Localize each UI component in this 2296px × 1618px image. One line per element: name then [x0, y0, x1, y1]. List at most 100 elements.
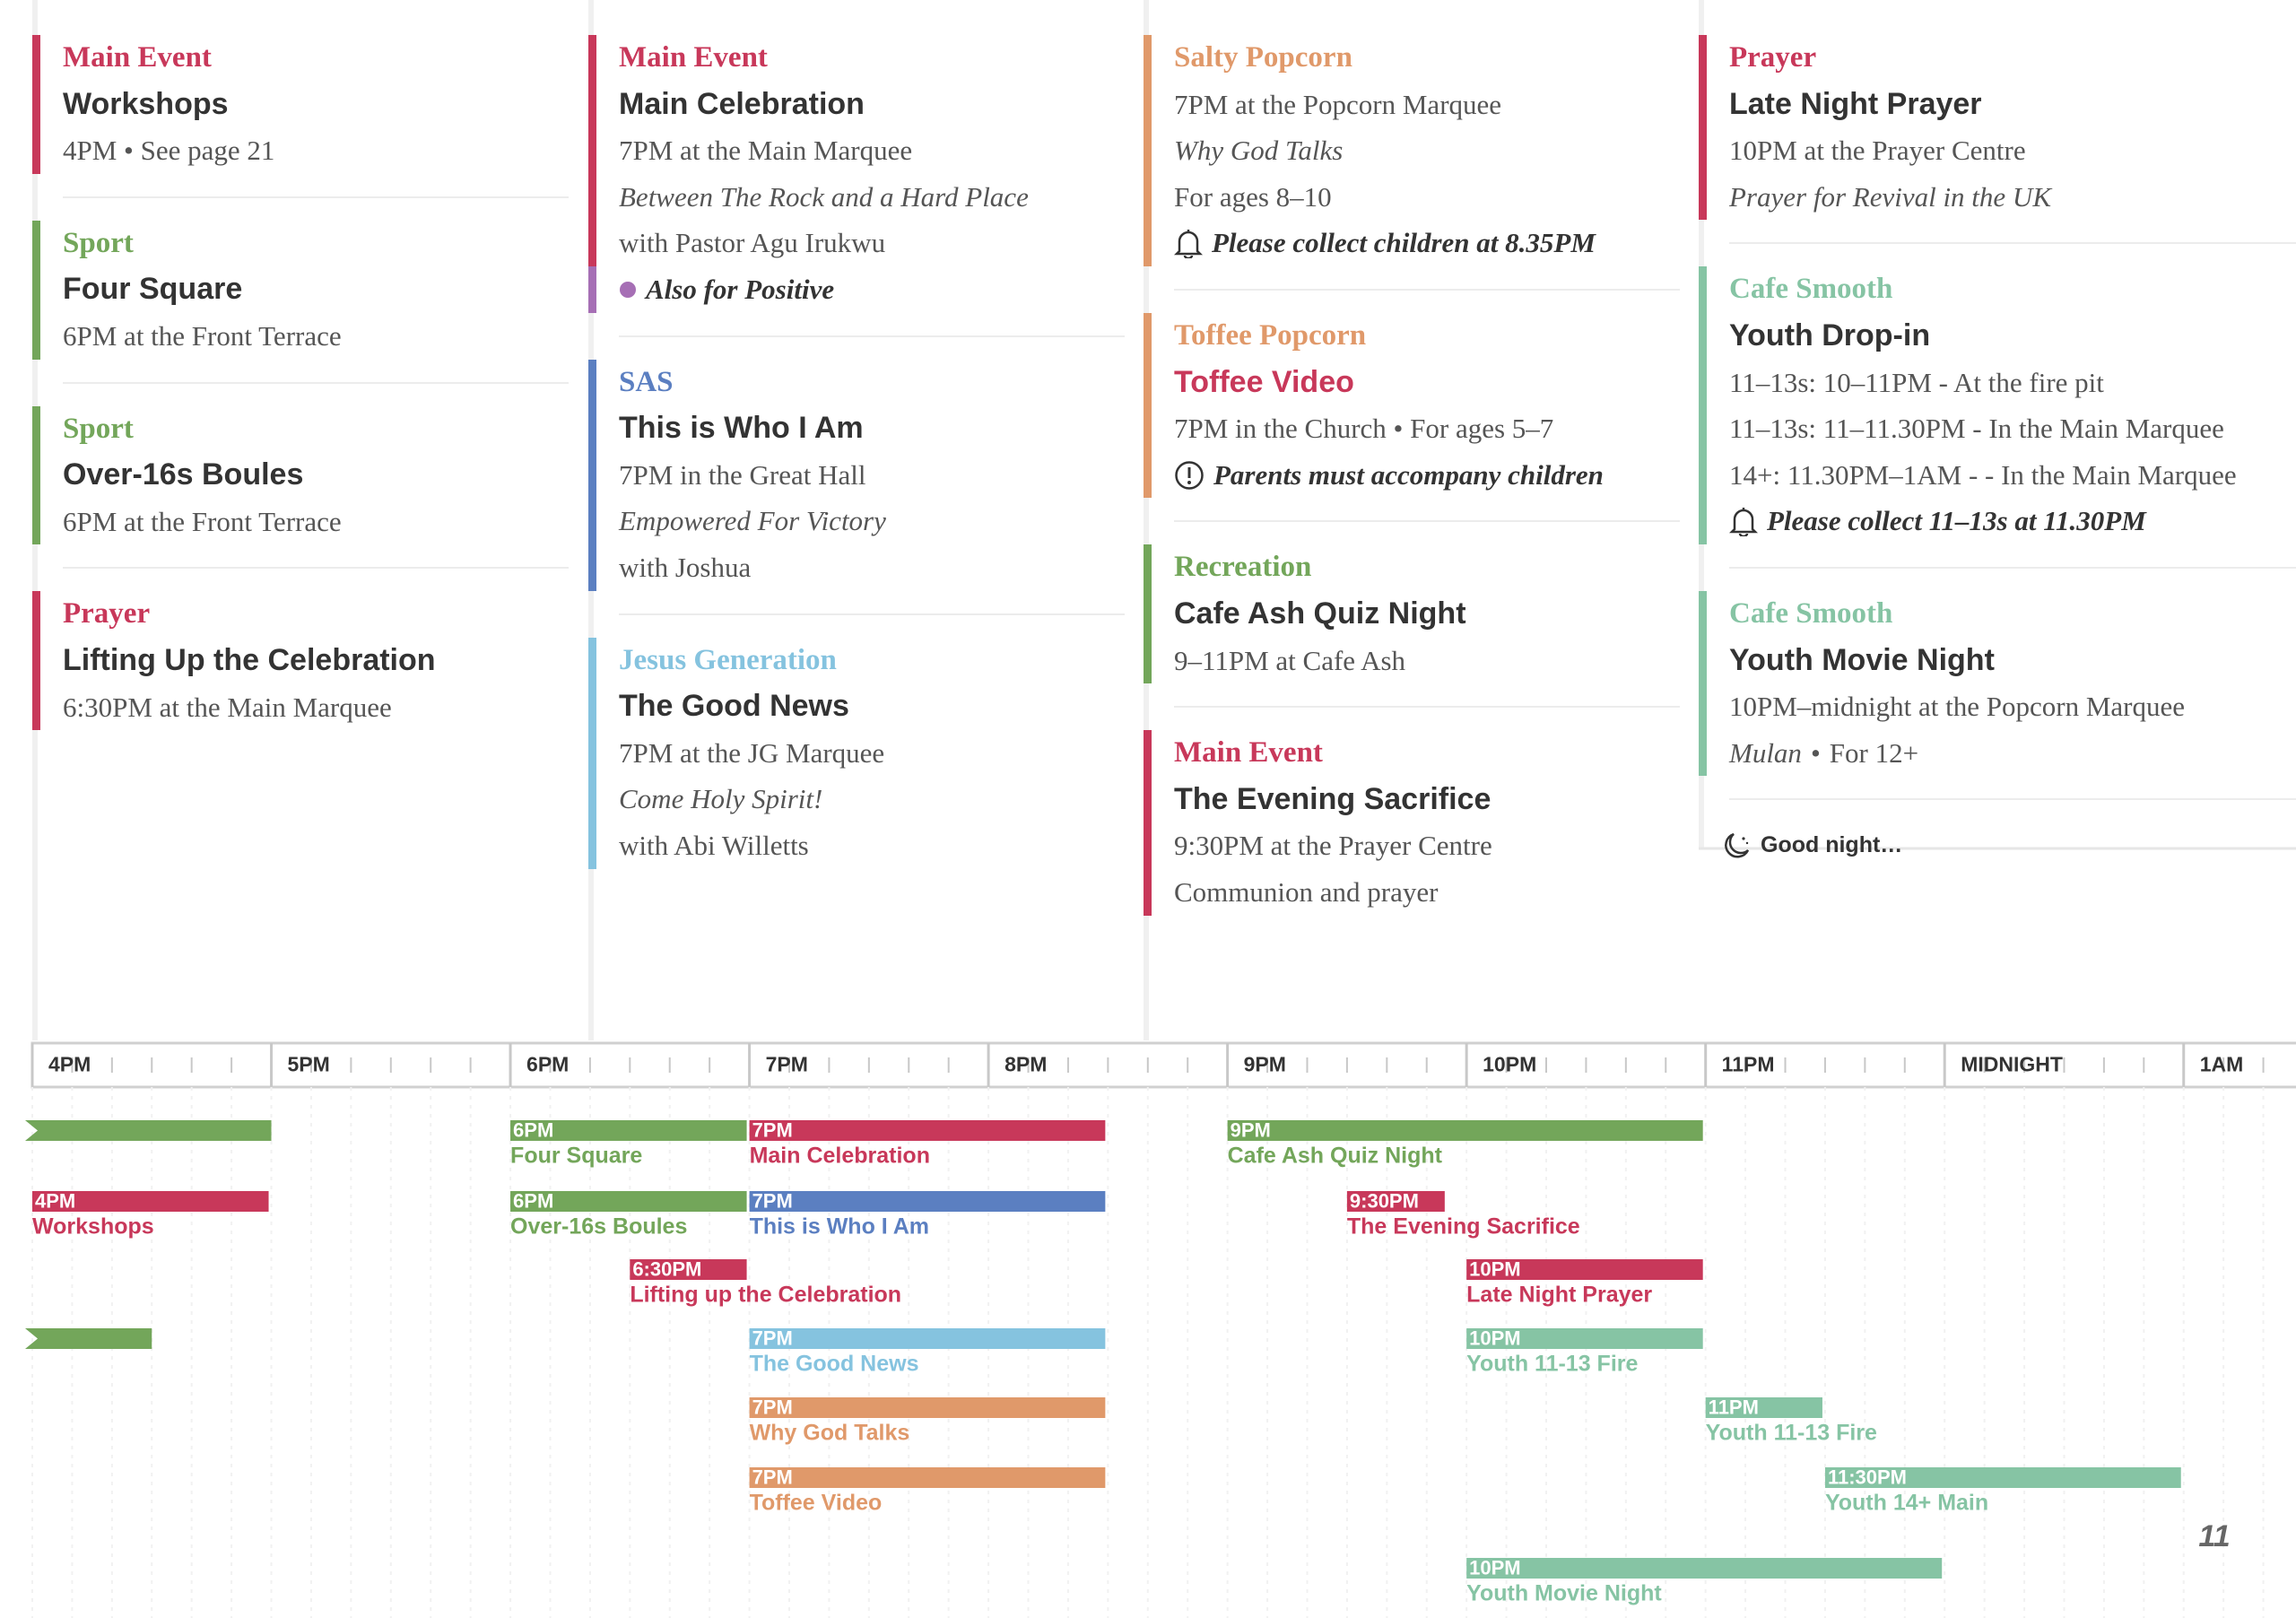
event-title: Youth Movie Night — [1729, 642, 1995, 677]
separator — [63, 381, 569, 384]
event-text: Please collect children at 8.35PM — [1212, 227, 1596, 259]
event-line: 7PM at the Main Marquee — [588, 127, 1125, 174]
event-category-row: Salty Popcorn — [1144, 35, 1680, 82]
bar-start-label: 9:30PM — [1350, 1189, 1419, 1212]
bar-start-label: 10PM — [1469, 1556, 1520, 1579]
event-category-row: Prayer — [1699, 35, 2296, 82]
event-title-row: Workshops — [32, 81, 569, 128]
bar — [32, 1191, 269, 1212]
event-title-row: Lifting Up the Celebration — [32, 637, 569, 684]
bar-start-label: 11PM — [1709, 1396, 1759, 1418]
x-tick-label: MIDNIGHT — [1961, 1053, 2063, 1076]
event-category-row: Recreation — [1144, 544, 1680, 591]
separator — [1729, 798, 2296, 801]
bar-start-label: 4PM — [35, 1189, 75, 1212]
event: SAS This is Who I Am 7PM in the Great Hall… — [588, 359, 1125, 591]
bar-name: Main Celebration — [750, 1144, 930, 1169]
event-category: Sport — [63, 226, 134, 259]
bar-continued — [25, 1120, 272, 1141]
bar-name: The Evening Sacrifice — [1347, 1214, 1580, 1240]
event-line: 9:30PM at the Prayer Centre — [1144, 822, 1680, 869]
x-tick-label: 1AM — [2200, 1053, 2244, 1076]
event-title: Main Celebration — [619, 86, 865, 121]
bar-name: Lifting up the Celebration — [630, 1283, 901, 1308]
event-category: Prayer — [63, 597, 151, 631]
event-title: Workshops — [63, 86, 229, 121]
event-title-row: The Evening Sacrifice — [1144, 776, 1680, 823]
separator — [1729, 566, 2296, 569]
event-line: 7PM at the Popcorn Marquee — [1144, 81, 1680, 128]
event-text: 9–11PM at Cafe Ash — [1174, 644, 1406, 676]
event-category: Sport — [63, 412, 134, 445]
event-category-row: Main Event — [588, 35, 1125, 82]
bar-start-label: 7PM — [752, 1118, 793, 1141]
event-title: The Good News — [619, 689, 849, 724]
bar-name: Cafe Ash Quiz Night — [1228, 1144, 1443, 1169]
icon-bell — [1729, 506, 1758, 537]
event-category-row: SAS — [588, 359, 1125, 406]
event-line: 11–13s: 11–11.30PM - In the Main Marquee — [1699, 405, 2296, 452]
event-title: This is Who I Am — [619, 411, 864, 446]
event-title-row: The Good News — [588, 683, 1125, 730]
event-text: 6:30PM at the Main Marquee — [63, 691, 392, 723]
event-line: Mulan • For 12+ — [1699, 729, 2296, 777]
separator — [63, 567, 569, 570]
event-line: 14+: 11.30PM–1AM - - In the Main Marquee — [1699, 451, 2296, 499]
event-title: Youth Drop-in — [1729, 318, 1931, 352]
bar-name: The Good News — [750, 1352, 919, 1377]
event-text: 7PM at the Popcorn Marquee — [1174, 88, 1502, 120]
event-text: Please collect 11–13s at 11.30PM — [1767, 505, 2146, 537]
icon-moon — [1721, 831, 1752, 861]
event-line: with Joshua — [588, 544, 1125, 591]
separator — [1729, 242, 2296, 245]
event: Main Event Main Celebration 7PM at the Mai… — [588, 35, 1125, 313]
separator — [63, 196, 569, 198]
event-text: 6PM at the Front Terrace — [63, 319, 342, 352]
bar — [1824, 1467, 2181, 1488]
event-category: Jesus Generation — [619, 643, 837, 676]
bar-name: Four Square — [510, 1144, 642, 1169]
x-tick-label: 6PM — [526, 1053, 569, 1076]
bar-name: Over-16s Boules — [510, 1214, 687, 1240]
event: Sport Four Square 6PM at the Front Terrace — [32, 220, 569, 360]
event-category: Toffee Popcorn — [1174, 318, 1367, 352]
bar-name: This is Who I Am — [750, 1214, 929, 1240]
event-column: Main Event Main Celebration 7PM at the Mai… — [588, 35, 1125, 869]
event-line: Parents must accompany children — [1144, 451, 1680, 499]
bar — [510, 1120, 747, 1141]
event-category-row: Jesus Generation — [588, 637, 1125, 684]
event-text: 14+: 11.30PM–1AM - - In the Main Marquee — [1729, 458, 2237, 491]
icon-dot — [619, 281, 637, 299]
event-line: with Abi Willetts — [588, 822, 1125, 869]
bar — [1466, 1558, 1943, 1579]
x-tick-label: 10PM — [1483, 1053, 1536, 1076]
bar-name: Youth 14+ Main — [1825, 1491, 1988, 1516]
bar-start-label: 6PM — [513, 1118, 553, 1141]
event-text: with Joshua — [619, 551, 752, 583]
event: Jesus Generation The Good News 7PM at the … — [588, 637, 1125, 869]
bar — [749, 1467, 1106, 1488]
bar-start-label: 7PM — [752, 1396, 793, 1418]
event-title: Lifting Up the Celebration — [63, 642, 436, 677]
event: Main Event Workshops 4PM • See page 21 — [32, 35, 569, 174]
bar-start-label: 11:30PM — [1828, 1466, 1907, 1488]
event-line: Please collect children at 8.35PM — [1144, 220, 1680, 266]
event-title: Toffee Video — [1174, 364, 1354, 399]
event-text: 7PM at the JG Marquee — [619, 736, 885, 769]
event-text: 4PM • See page 21 — [63, 135, 275, 167]
event-category: Cafe Smooth — [1729, 596, 1893, 630]
event-title: Four Square — [63, 272, 243, 307]
event-title-row: Four Square — [32, 266, 569, 313]
event-title-row: Youth Movie Night — [1699, 637, 2296, 684]
event-line: Why God Talks — [1144, 127, 1680, 174]
event-line: 7PM at the JG Marquee — [588, 729, 1125, 777]
bar-name: Youth 11-13 Fire — [1706, 1421, 1877, 1446]
event-text: For 12+ — [1829, 736, 1919, 769]
bar — [749, 1191, 1106, 1212]
event-line: Prayer for Revival in the UK — [1699, 173, 2296, 221]
bar-start-label: 7PM — [752, 1327, 793, 1349]
bar-start-label: 9PM — [1231, 1118, 1271, 1141]
event-text: Why God Talks — [1174, 135, 1344, 167]
event-line: 6PM at the Front Terrace — [32, 312, 569, 360]
